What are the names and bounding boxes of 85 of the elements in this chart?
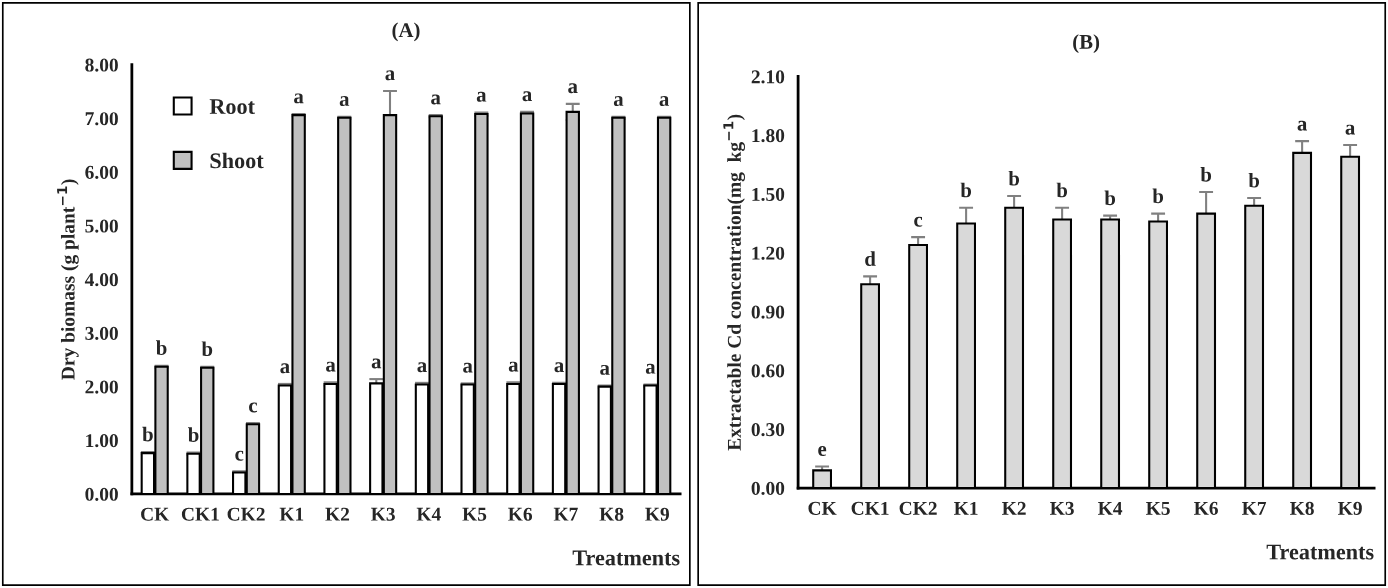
- data-label: b: [1248, 172, 1260, 188]
- data-label: b: [1200, 167, 1212, 182]
- y-tick-label: 0.60: [751, 364, 785, 378]
- x-tick-label: K6: [1194, 501, 1218, 515]
- data-label: d: [865, 251, 876, 266]
- data-label: b: [1008, 170, 1020, 186]
- legend-label: Shoot: [210, 152, 264, 169]
- x-tick-label: K4: [1098, 501, 1123, 515]
- y-tick-label: 1.50: [752, 187, 785, 202]
- data-label: a: [554, 362, 564, 373]
- y-tick-label: 0.30: [751, 423, 785, 437]
- data-label: a: [1345, 124, 1356, 135]
- x-tick-label: K1: [279, 507, 304, 521]
- y-tick-label: 0.90: [751, 305, 785, 319]
- x-tick-label: K5: [1146, 501, 1170, 515]
- data-label: b: [156, 340, 167, 356]
- x-tick-label: K6: [508, 507, 533, 521]
- y-tick-label: 3.00: [85, 326, 118, 340]
- data-label: b: [201, 341, 213, 357]
- data-label: a: [568, 83, 578, 94]
- y-tick-label: 6.00: [85, 165, 118, 180]
- x-tick-label: CK1: [181, 507, 219, 521]
- y-axis-title: Extractable Cd concentration(mg kg$^{−1}$): [723, 114, 746, 451]
- x-axis-title: Treatments: [1266, 544, 1374, 560]
- data-label: a: [294, 93, 304, 104]
- y-tick-label: 5.00: [85, 219, 118, 233]
- x-tick-label: K3: [371, 507, 395, 521]
- data-label: a: [476, 91, 487, 102]
- y-tick-label: 7.00: [85, 112, 118, 126]
- x-tick-label: K2: [1002, 501, 1026, 515]
- data-label: a: [431, 94, 441, 105]
- data-label: b: [960, 182, 972, 198]
- data-label: a: [385, 70, 395, 81]
- y-tick-label: 2.00: [85, 380, 118, 394]
- data-label: e: [818, 446, 827, 457]
- x-tick-label: K9: [1338, 501, 1362, 515]
- data-label: a: [522, 91, 532, 102]
- x-tick-label: K1: [954, 501, 978, 515]
- y-tick-label: 0.00: [751, 481, 785, 496]
- y-axis-title: Dry biomass (g plant$^{−1}$): [57, 179, 79, 380]
- data-label: a: [417, 362, 427, 373]
- x-tick-label: CK2: [899, 501, 937, 515]
- y-tick-label: 0.00: [85, 487, 118, 501]
- x-tick-label: K8: [1290, 501, 1314, 515]
- x-tick-label: K8: [599, 507, 624, 521]
- x-tick-label: K4: [416, 507, 441, 521]
- x-tick-label: K3: [1050, 501, 1074, 515]
- x-axis-title: Treatments: [572, 550, 680, 566]
- chart-title: (A): [392, 22, 420, 42]
- data-label: c: [235, 450, 244, 461]
- x-tick-label: CK: [808, 501, 837, 515]
- data-label: a: [326, 361, 336, 372]
- y-tick-label: 1.80: [752, 129, 785, 143]
- x-tick-label: K5: [462, 507, 487, 521]
- x-tick-label: CK: [141, 507, 170, 521]
- data-label: a: [280, 363, 290, 374]
- data-label: c: [914, 216, 923, 227]
- data-label: a: [339, 96, 350, 107]
- data-label: b: [1104, 190, 1116, 206]
- data-label: a: [613, 96, 624, 107]
- data-label: a: [371, 358, 382, 369]
- legend-label: Root: [209, 99, 255, 114]
- y-tick-label: 2.10: [751, 70, 785, 84]
- x-tick-label: K7: [1242, 501, 1267, 515]
- y-tick-label: 4.00: [84, 273, 118, 287]
- data-label: b: [1152, 188, 1164, 204]
- x-tick-label: K7: [553, 507, 578, 521]
- data-label: c: [249, 402, 258, 413]
- data-label: a: [645, 363, 656, 374]
- data-label: b: [188, 427, 199, 442]
- x-tick-label: K9: [645, 507, 669, 521]
- data-label: a: [1297, 120, 1308, 131]
- chart-title: (B): [1073, 34, 1100, 54]
- x-tick-label: CK2: [227, 507, 265, 521]
- x-tick-label: K2: [325, 507, 350, 521]
- data-label: b: [1056, 182, 1068, 198]
- y-tick-label: 1.20: [752, 246, 785, 260]
- data-label: a: [600, 364, 610, 375]
- data-label: a: [659, 96, 670, 107]
- data-label: a: [508, 361, 519, 372]
- data-label: a: [463, 362, 473, 373]
- data-label: b: [142, 426, 153, 442]
- x-tick-label: CK1: [851, 501, 889, 515]
- y-tick-label: 8.00: [85, 58, 118, 72]
- y-tick-label: 1.00: [86, 434, 118, 448]
